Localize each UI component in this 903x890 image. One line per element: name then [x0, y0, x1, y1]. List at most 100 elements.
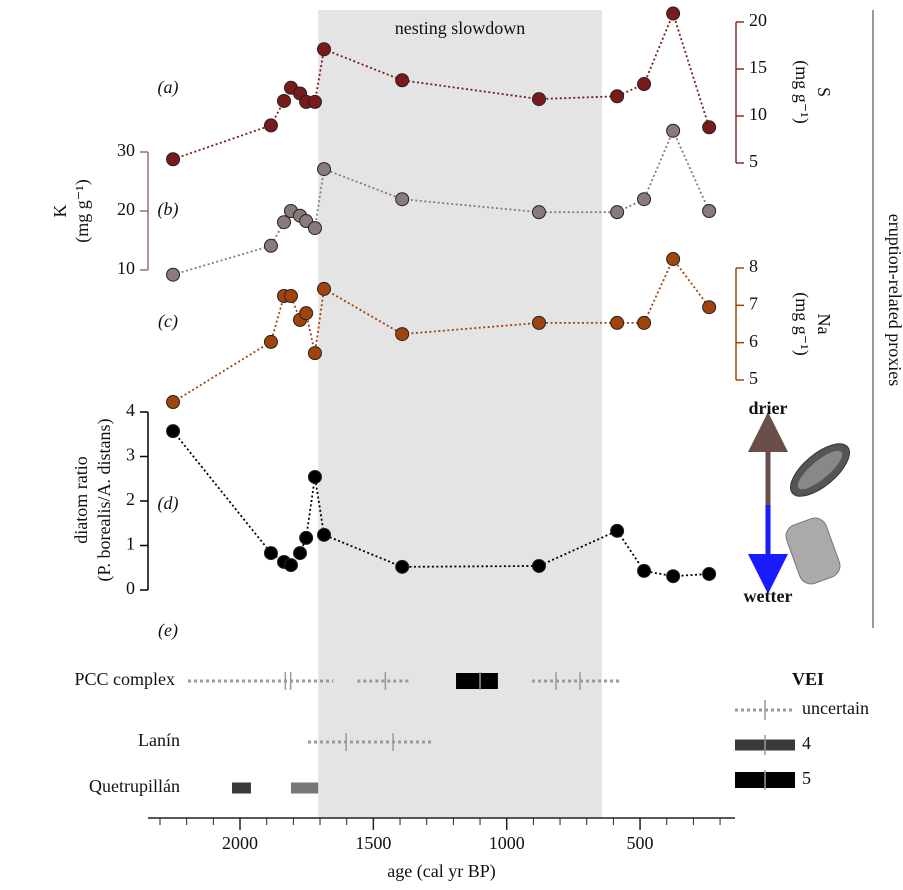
data-point: [307, 469, 322, 484]
y-axis-label: diatom ratio: [71, 456, 91, 543]
side-label: eruption-related proxies: [885, 214, 903, 386]
data-point: [299, 530, 314, 545]
y-tick-label: 7: [749, 293, 758, 313]
y-axis-label: (mg g⁻¹): [72, 179, 93, 242]
data-point: [317, 162, 332, 177]
data-point: [666, 569, 681, 584]
diatom-icons: [785, 443, 850, 585]
data-point: [395, 327, 410, 342]
shade-region: [318, 10, 602, 818]
y-tick-label: 20: [117, 199, 135, 219]
x-tick-label: 500: [627, 833, 654, 853]
y-tick-label: 15: [749, 57, 767, 77]
y-axis-label: Na: [814, 314, 834, 335]
y-tick-label: 2: [126, 489, 135, 509]
panel-tag: (a): [158, 77, 179, 98]
y-tick-label: 30: [117, 140, 135, 160]
legend-label: 4: [802, 733, 811, 753]
data-point: [283, 558, 298, 573]
panel-tag: (d): [158, 493, 179, 514]
y-axis-label: (mg g⁻¹): [791, 292, 812, 355]
data-point: [263, 546, 278, 561]
data-point: [299, 306, 314, 321]
data-point: [610, 315, 625, 330]
panel-tag: (e): [158, 620, 178, 641]
data-point: [637, 192, 652, 207]
data-point: [531, 558, 546, 573]
annotation: drier: [749, 398, 788, 418]
data-point: [637, 77, 652, 92]
legend-title: VEI: [792, 669, 824, 689]
diatom-icon: [785, 517, 841, 585]
volcano-label: Lanín: [138, 730, 180, 750]
data-point: [293, 546, 308, 561]
y-axis-label: S: [814, 87, 834, 97]
y-tick-label: 8: [749, 256, 758, 276]
data-point: [395, 559, 410, 574]
y-axis-label: (P. borealis/A. distans): [94, 419, 115, 582]
data-point: [263, 334, 278, 349]
y-tick-label: 3: [126, 445, 135, 465]
y-tick-label: 10: [117, 258, 135, 278]
data-point: [263, 238, 278, 253]
y-axis-label: K: [50, 205, 70, 218]
data-point: [637, 315, 652, 330]
annotation: wetter: [744, 586, 793, 606]
data-point: [531, 205, 546, 220]
data-point: [702, 120, 717, 135]
x-tick-label: 1000: [489, 833, 525, 853]
data-point: [317, 281, 332, 296]
data-point: [666, 6, 681, 21]
x-tick-label: 2000: [222, 833, 258, 853]
volcano-label: PCC complex: [74, 669, 175, 689]
volcano-label: Quetrupillán: [89, 776, 180, 796]
y-tick-label: 0: [126, 578, 135, 598]
data-point: [702, 566, 717, 581]
y-tick-label: 5: [749, 368, 758, 388]
data-point: [283, 289, 298, 303]
data-point: [395, 192, 410, 207]
data-point: [307, 346, 322, 361]
x-tick-label: 1500: [355, 833, 391, 853]
data-point: [610, 523, 625, 538]
data-point: [166, 267, 181, 282]
data-point: [277, 93, 292, 108]
data-point: [610, 205, 625, 220]
data-point: [637, 563, 652, 578]
panel-tag: (b): [158, 199, 179, 220]
legend-label: 5: [802, 768, 811, 788]
data-point: [263, 118, 278, 133]
data-point: [666, 123, 681, 138]
data-point: [317, 42, 332, 57]
x-axis-label: age (cal yr BP): [387, 861, 495, 882]
legend-label: uncertain: [802, 698, 869, 718]
y-tick-label: 4: [126, 400, 135, 420]
data-point: [702, 300, 717, 315]
y-tick-label: 6: [749, 331, 758, 351]
shade-label: nesting slowdown: [395, 18, 526, 38]
data-point: [307, 94, 322, 109]
data-point: [666, 252, 681, 267]
y-tick-label: 10: [749, 104, 767, 124]
diatom-icon-detail: [797, 450, 843, 490]
data-point: [531, 315, 546, 330]
data-point: [531, 92, 546, 107]
data-point: [277, 215, 292, 230]
data-point: [395, 73, 410, 88]
data-point: [307, 221, 322, 236]
y-tick-label: 5: [749, 151, 758, 171]
data-point: [166, 424, 181, 439]
data-line: [172, 430, 710, 578]
y-tick-label: 1: [126, 534, 135, 554]
data-point: [166, 395, 181, 410]
data-point: [702, 204, 717, 218]
y-axis-label: (mg g⁻¹): [791, 60, 812, 123]
background-layer: [318, 10, 602, 818]
data-point: [610, 89, 625, 104]
panel-tag: (c): [158, 311, 178, 332]
data-point: [317, 527, 332, 542]
data-point: [166, 152, 181, 167]
y-tick-label: 20: [749, 10, 767, 30]
